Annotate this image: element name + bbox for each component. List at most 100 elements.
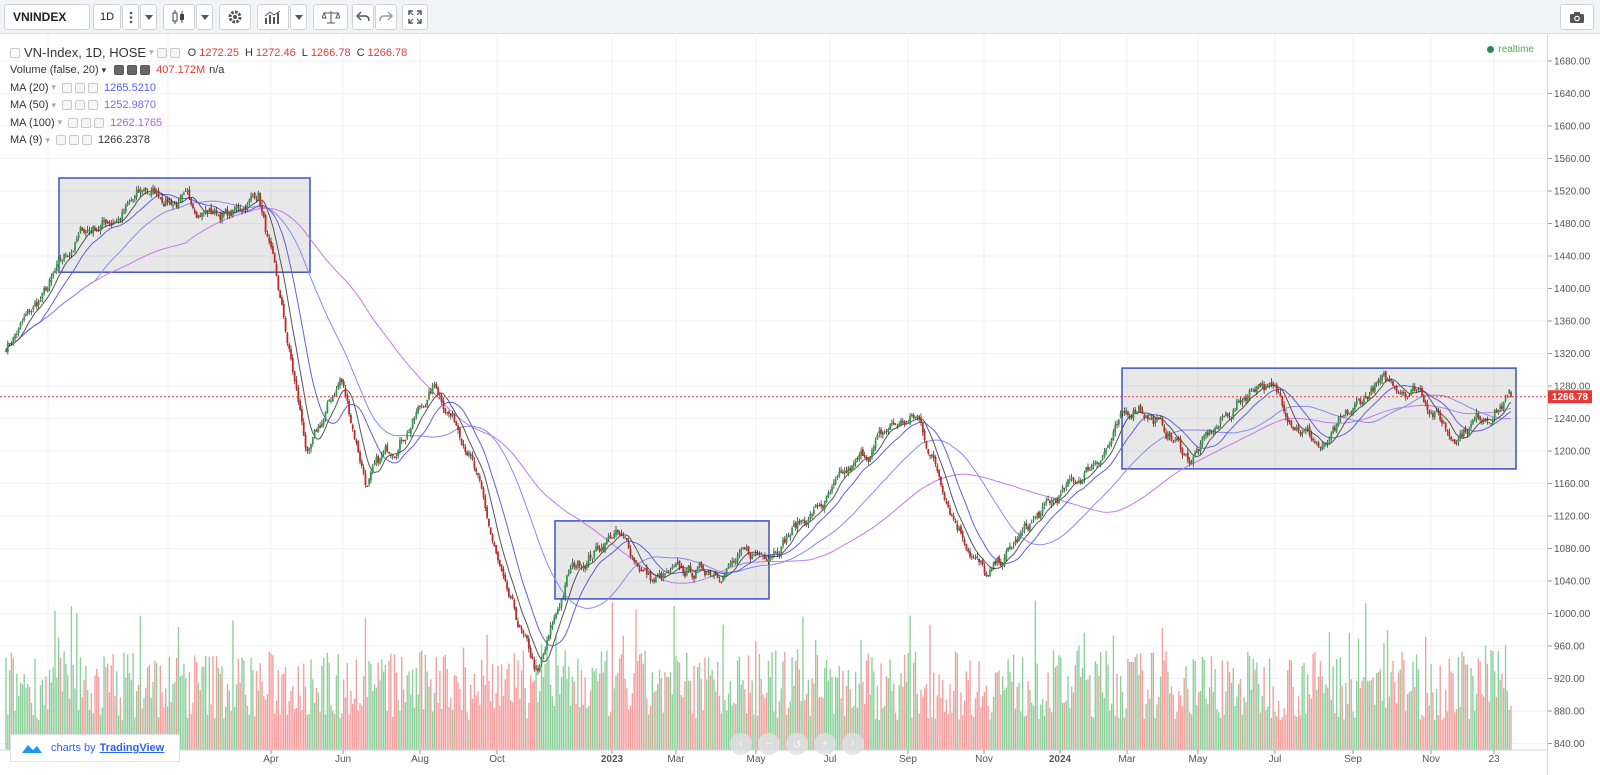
- eye-icon[interactable]: [55, 135, 66, 146]
- settings-mini-icon[interactable]: [75, 100, 86, 111]
- interval-dropdown-icon[interactable]: [140, 4, 157, 30]
- close-icon[interactable]: [140, 65, 151, 76]
- collapse-icon[interactable]: [10, 47, 20, 58]
- dropdown-icon[interactable]: ▾: [101, 64, 107, 75]
- settings-mini-icon[interactable]: [68, 135, 79, 146]
- volume-bar: [564, 650, 566, 750]
- chart-type-dropdown-icon[interactable]: [196, 4, 213, 30]
- volume-bar: [1305, 713, 1307, 750]
- candle: [925, 440, 928, 450]
- more-icon[interactable]: [122, 4, 139, 30]
- volume-bar: [303, 663, 305, 750]
- tradingview-badge[interactable]: charts by TradingView: [10, 734, 180, 762]
- drawn-rectangles[interactable]: [58, 177, 1517, 600]
- volume-bar: [633, 672, 635, 750]
- scroll-left-icon[interactable]: ‹: [730, 733, 752, 755]
- symbol-input[interactable]: VNINDEX: [4, 4, 90, 30]
- volume-row[interactable]: Volume (false, 20) ▾ 407.172M n/a: [10, 62, 407, 80]
- reset-icon[interactable]: ↺: [786, 733, 808, 755]
- volume-bar: [1306, 674, 1309, 750]
- volume-bar: [923, 687, 926, 750]
- dropdown-icon[interactable]: ▾: [51, 99, 57, 110]
- candle: [689, 562, 692, 574]
- volume-bar: [1187, 688, 1189, 750]
- scroll-right-icon[interactable]: ›: [842, 733, 864, 755]
- candle: [507, 587, 510, 599]
- volume-bar: [1161, 627, 1164, 750]
- candle: [315, 428, 318, 432]
- eye-icon[interactable]: [68, 117, 79, 128]
- candle: [259, 192, 262, 208]
- volume-bar: [453, 675, 456, 750]
- settings-mini-icon[interactable]: [81, 117, 92, 128]
- close-icon[interactable]: [88, 100, 99, 111]
- settings-icon[interactable]: [219, 4, 251, 30]
- dropdown-icon[interactable]: ▾: [57, 117, 63, 128]
- drawn-rectangle[interactable]: [1121, 367, 1517, 470]
- close-icon[interactable]: [81, 135, 92, 146]
- volume-bar: [136, 690, 138, 750]
- redo-icon[interactable]: [375, 4, 397, 30]
- dropdown-icon[interactable]: ▾: [51, 82, 57, 93]
- close-icon[interactable]: [88, 82, 99, 93]
- ma50-row[interactable]: MA (50) ▾ 1252.9870: [10, 97, 407, 115]
- volume-bar: [1196, 704, 1198, 750]
- dropdown-icon[interactable]: ▾: [45, 134, 50, 145]
- volume-bar: [896, 719, 899, 750]
- eye-icon[interactable]: [62, 82, 73, 93]
- candle: [1290, 420, 1293, 429]
- candles-icon[interactable]: [163, 4, 195, 30]
- volume-bar: [1499, 680, 1501, 750]
- eye-icon[interactable]: [62, 100, 73, 111]
- candle: [556, 607, 559, 615]
- compare-icon[interactable]: [313, 4, 348, 30]
- volume-bar: [1303, 662, 1305, 750]
- candle: [733, 558, 735, 564]
- settings-mini-icon[interactable]: [127, 65, 138, 76]
- candle: [631, 555, 634, 560]
- candle: [963, 536, 966, 547]
- candle: [419, 405, 421, 410]
- volume-bar: [736, 660, 739, 750]
- indicators-dropdown-icon[interactable]: [290, 4, 307, 30]
- settings-mini-icon[interactable]: [169, 47, 180, 58]
- price-chart[interactable]: 1680.001640.001600.001560.001520.001480.…: [0, 35, 1600, 775]
- candle: [179, 194, 182, 203]
- dropdown-icon[interactable]: ▾: [149, 47, 154, 58]
- candle: [529, 644, 532, 659]
- close-icon[interactable]: [94, 117, 105, 128]
- volume-bar: [684, 680, 686, 750]
- eye-icon[interactable]: [114, 65, 125, 76]
- candle: [279, 289, 282, 299]
- drawn-rectangle[interactable]: [58, 177, 311, 274]
- eye-icon[interactable]: [156, 47, 167, 58]
- zoom-in-icon[interactable]: +: [814, 733, 836, 755]
- volume-bar: [825, 659, 828, 750]
- volume-bar: [1145, 703, 1147, 750]
- interval-button[interactable]: 1D: [93, 4, 121, 30]
- candle: [1185, 453, 1187, 457]
- undo-icon[interactable]: [352, 4, 374, 30]
- settings-mini-icon[interactable]: [75, 82, 86, 93]
- price-axis[interactable]: 1680.001640.001600.001560.001520.001480.…: [1548, 57, 1591, 751]
- indicators-icon[interactable]: [257, 4, 289, 30]
- candle: [188, 186, 191, 201]
- fullscreen-icon[interactable]: [402, 4, 428, 30]
- ma20-row[interactable]: MA (20) ▾ 1265.5210: [10, 79, 407, 97]
- volume-bar: [1263, 667, 1265, 750]
- ma100-row[interactable]: MA (100) ▾ 1262.1765: [10, 114, 407, 132]
- candle: [702, 564, 705, 571]
- zoom-out-icon[interactable]: −: [758, 733, 780, 755]
- time-axis[interactable]: Oct2022AprJunAugOct2023MarMayJulSepNov20…: [0, 749, 1546, 765]
- ma9-row[interactable]: MA (9) ▾ 1266.2378: [10, 132, 407, 150]
- main-series-row[interactable]: VN-Index, 1D, HOSE ▾ O 1272.25 H 1272.46…: [10, 44, 407, 62]
- candle: [909, 413, 911, 426]
- volume-bar: [495, 692, 497, 750]
- chart-navigation: ‹ − ↺ + ›: [730, 733, 864, 755]
- candle: [54, 267, 56, 274]
- volume-bar: [1283, 708, 1285, 750]
- volume-bar: [747, 655, 750, 750]
- candle: [155, 188, 158, 197]
- volume-bar: [969, 660, 971, 750]
- camera-icon[interactable]: [1560, 4, 1594, 30]
